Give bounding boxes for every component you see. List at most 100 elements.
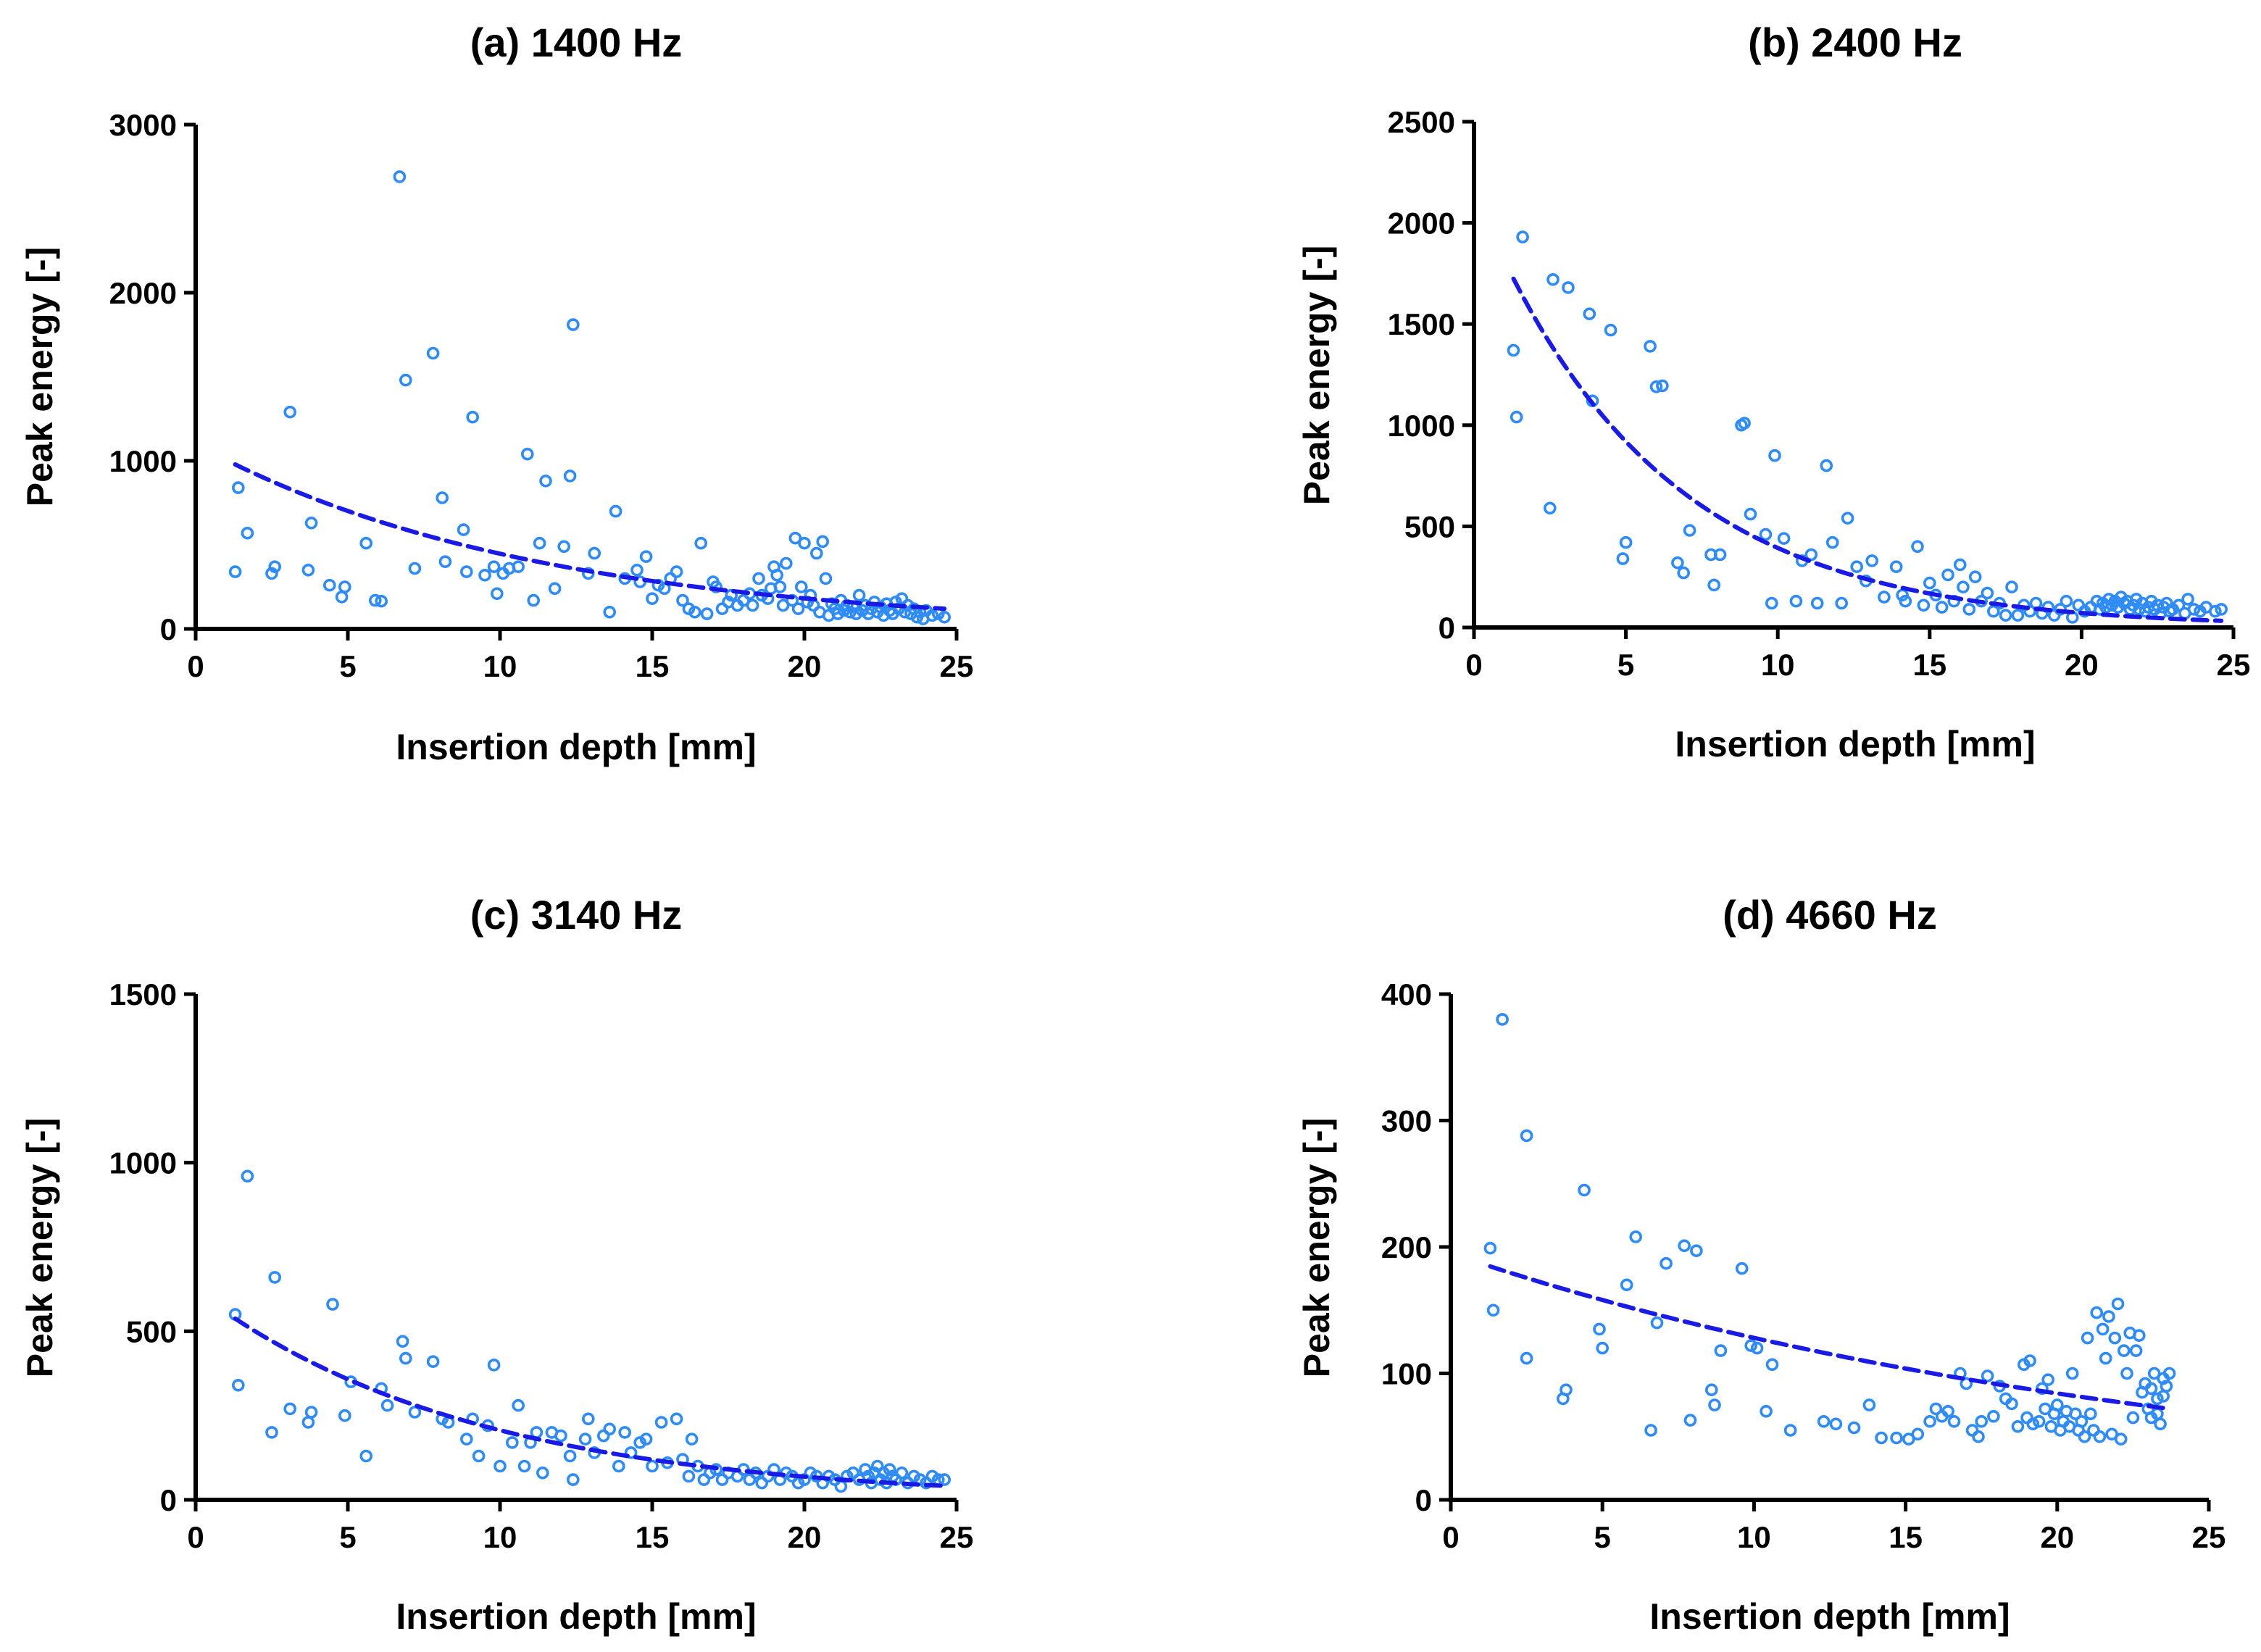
data-point bbox=[399, 1351, 412, 1365]
data-point bbox=[2041, 1373, 2054, 1386]
data-point bbox=[2026, 1417, 2040, 1431]
y-tick-label: 0 bbox=[160, 612, 177, 646]
data-point bbox=[1683, 1414, 1697, 1427]
data-point bbox=[1520, 1129, 1533, 1143]
data-point bbox=[776, 598, 790, 612]
data-point bbox=[1516, 230, 1529, 243]
data-point bbox=[520, 447, 534, 461]
data-point bbox=[630, 563, 644, 577]
data-point bbox=[1972, 1430, 1985, 1443]
x-tick-label: 25 bbox=[940, 1520, 974, 1554]
data-point bbox=[1777, 532, 1791, 546]
fit-curve bbox=[233, 462, 947, 612]
data-point bbox=[512, 560, 525, 574]
data-point bbox=[925, 609, 939, 622]
data-point bbox=[478, 568, 491, 582]
data-point bbox=[670, 565, 683, 578]
data-point bbox=[2051, 1398, 2064, 1411]
data-point bbox=[1760, 1405, 1773, 1418]
data-point bbox=[2187, 603, 2201, 616]
data-point bbox=[1683, 524, 1696, 537]
data-point bbox=[1738, 417, 1751, 430]
y-tick-label: 1000 bbox=[109, 1146, 177, 1180]
data-point bbox=[1744, 507, 1757, 521]
x-tick-label: 10 bbox=[483, 649, 517, 683]
data-point bbox=[2118, 1344, 2131, 1357]
data-point bbox=[657, 582, 671, 596]
data-point bbox=[2054, 603, 2067, 616]
data-point bbox=[788, 531, 802, 545]
data-point bbox=[1750, 1341, 1764, 1355]
x-tick-label: 5 bbox=[339, 1520, 356, 1554]
data-point bbox=[268, 1271, 282, 1284]
data-point bbox=[1878, 591, 1891, 604]
data-point bbox=[1902, 1432, 1915, 1446]
data-point bbox=[795, 580, 808, 593]
data-point bbox=[1765, 1358, 1779, 1372]
x-tick-label: 20 bbox=[788, 649, 822, 683]
data-point bbox=[2102, 593, 2115, 606]
x-tick-label: 10 bbox=[483, 1520, 517, 1554]
data-point bbox=[2065, 1367, 2079, 1380]
data-point bbox=[2090, 1306, 2103, 1319]
data-point bbox=[1656, 379, 1669, 393]
data-point bbox=[834, 1480, 848, 1493]
data-point bbox=[1496, 1013, 1509, 1026]
data-point bbox=[566, 318, 580, 331]
y-tick-label: 0 bbox=[1438, 611, 1455, 645]
data-point bbox=[2011, 609, 2025, 622]
data-point bbox=[426, 1355, 440, 1368]
data-point bbox=[2081, 1331, 2094, 1345]
data-point bbox=[487, 560, 501, 574]
x-axis-label: Insertion depth [mm] bbox=[1675, 724, 2035, 764]
data-point bbox=[2126, 1411, 2140, 1424]
data-point bbox=[408, 562, 422, 575]
data-point bbox=[512, 1398, 525, 1412]
data-point bbox=[241, 526, 254, 540]
data-point bbox=[1981, 1369, 1994, 1382]
data-point bbox=[335, 591, 349, 604]
data-point bbox=[2133, 1329, 2146, 1342]
data-point bbox=[1486, 1303, 1500, 1317]
data-point bbox=[1941, 568, 1954, 582]
data-point bbox=[752, 572, 765, 585]
data-point bbox=[231, 481, 245, 494]
data-point bbox=[1804, 548, 1818, 562]
x-tick-label: 25 bbox=[2192, 1520, 2226, 1554]
data-point bbox=[536, 1467, 549, 1480]
data-point bbox=[517, 1459, 531, 1473]
data-point bbox=[1899, 594, 1912, 608]
data-point bbox=[938, 1473, 951, 1486]
data-point bbox=[1644, 340, 1657, 353]
data-point bbox=[554, 1429, 567, 1443]
data-point bbox=[533, 536, 546, 550]
data-point bbox=[1671, 556, 1684, 570]
data-point bbox=[1947, 1415, 1961, 1428]
data-point bbox=[438, 555, 452, 569]
data-point bbox=[780, 556, 793, 570]
chart-title: (c) 3140 Hz bbox=[470, 892, 683, 938]
data-point bbox=[268, 560, 282, 574]
data-point bbox=[2108, 1331, 2122, 1345]
data-point bbox=[283, 405, 297, 419]
data-point bbox=[2093, 603, 2107, 616]
data-point bbox=[399, 373, 412, 387]
x-tick-label: 20 bbox=[2065, 648, 2099, 682]
data-point bbox=[883, 1463, 896, 1476]
panel-a: (a) 1400 Hz Insertion depth [mm] Peak en… bbox=[20, 20, 973, 767]
data-point bbox=[380, 1398, 394, 1412]
data-point bbox=[1483, 1241, 1497, 1255]
y-tick-label: 500 bbox=[1404, 509, 1455, 543]
panel-c: (c) 3140 Hz Insertion depth [mm] Peak en… bbox=[20, 892, 973, 1637]
data-point bbox=[1953, 558, 1967, 572]
data-point bbox=[609, 504, 622, 518]
data-point bbox=[2162, 1367, 2176, 1380]
data-point bbox=[1957, 580, 1970, 594]
y-tick-label: 1500 bbox=[1388, 307, 1455, 341]
data-point bbox=[1650, 1316, 1664, 1330]
data-point bbox=[1987, 1410, 2000, 1423]
panel-b: (b) 2400 Hz Insertion depth [mm] Peak en… bbox=[1296, 20, 2250, 764]
data-point bbox=[895, 1467, 909, 1480]
data-point bbox=[2039, 1402, 2052, 1416]
x-tick-label: 15 bbox=[636, 1520, 670, 1554]
